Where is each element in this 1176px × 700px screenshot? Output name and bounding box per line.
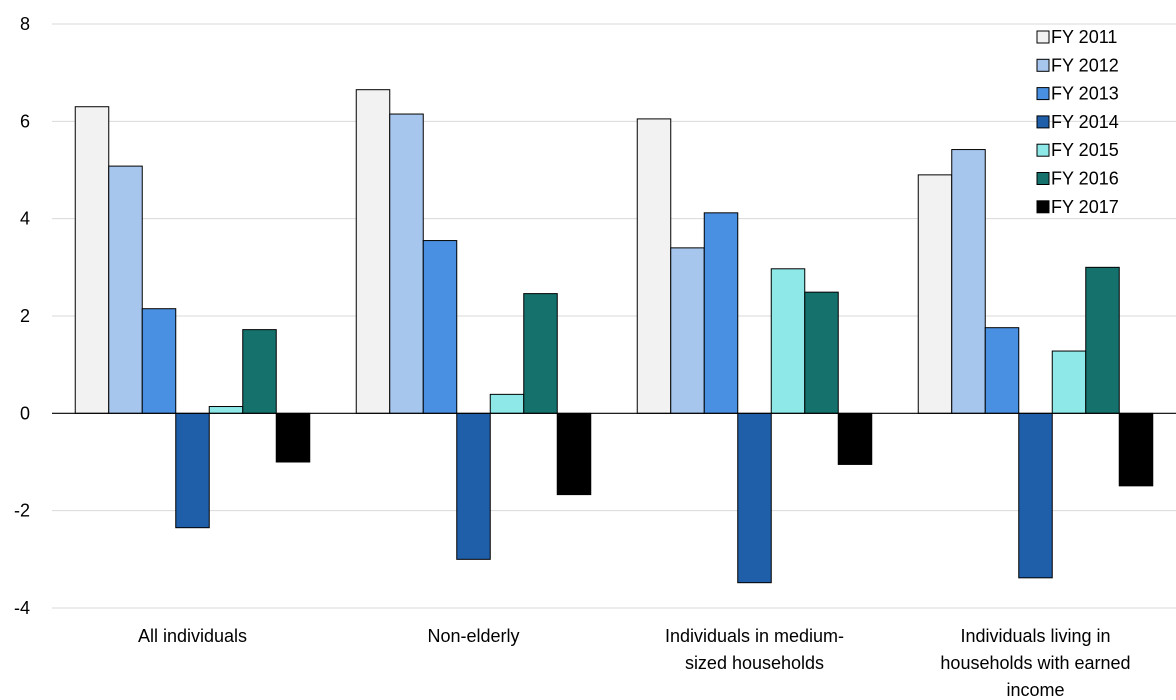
legend-label: FY 2012 — [1051, 55, 1119, 75]
y-tick-label: -4 — [14, 598, 30, 618]
x-category-label: sized households — [685, 653, 824, 673]
bar — [355, 89, 391, 414]
x-category-label: Individuals in medium- — [665, 626, 844, 646]
bar — [917, 174, 953, 414]
bar — [456, 412, 491, 560]
legend-label: FY 2016 — [1051, 169, 1119, 189]
bar — [141, 308, 177, 414]
legend-swatch — [1036, 30, 1050, 44]
legend-swatch — [1036, 87, 1050, 101]
y-tick-label: 0 — [20, 403, 30, 423]
bar — [703, 212, 739, 414]
bar — [1085, 266, 1120, 414]
bar — [175, 412, 210, 529]
legend: FY 2011 FY 2012 FY 2013 FY 2014 FY 2015 FY 20… — [1036, 27, 1119, 217]
y-tick-label: 6 — [20, 111, 30, 131]
y-tick-label: 4 — [20, 209, 30, 229]
legend-swatch — [1036, 58, 1050, 72]
bar — [951, 149, 986, 414]
bar — [1051, 350, 1087, 414]
legend-swatch — [1036, 115, 1050, 129]
bar — [984, 327, 1020, 414]
legend-swatch — [1036, 200, 1050, 214]
bar — [556, 412, 592, 496]
y-tick-label: 8 — [20, 14, 30, 34]
bar — [422, 240, 458, 414]
y-tick-label: 2 — [20, 306, 30, 326]
x-axis-category-labels: All individuals Non-elderly Individuals in… — [138, 626, 1131, 700]
legend-label: FY 2015 — [1051, 140, 1119, 160]
bar — [523, 293, 558, 414]
legend-label: FY 2014 — [1051, 112, 1119, 132]
x-category-label: Individuals living in — [960, 626, 1110, 646]
bar — [1118, 412, 1154, 487]
legend-label: FY 2013 — [1051, 84, 1119, 104]
bar — [670, 247, 705, 414]
bars — [74, 89, 1154, 584]
bar — [108, 165, 143, 414]
bar — [1018, 412, 1053, 579]
bar — [208, 406, 244, 414]
y-axis-tick-labels: 8 6 4 2 0 -2 -4 — [14, 14, 30, 618]
bar — [389, 113, 424, 414]
bar — [74, 106, 110, 414]
legend-label: FY 2017 — [1051, 197, 1119, 217]
x-category-label: income — [1006, 680, 1064, 700]
bar — [737, 412, 772, 584]
x-category-label: All individuals — [138, 626, 247, 646]
bar — [770, 268, 806, 414]
bar — [489, 393, 525, 414]
bar — [837, 412, 873, 465]
bar — [636, 118, 672, 414]
y-tick-label: -2 — [14, 501, 30, 521]
gridlines — [52, 23, 1176, 609]
bar — [275, 412, 311, 463]
legend-swatch — [1036, 172, 1050, 185]
x-category-label: households with earned — [940, 653, 1130, 673]
legend-label: FY 2011 — [1051, 27, 1117, 47]
legend-swatch — [1036, 143, 1050, 157]
bar — [242, 329, 277, 414]
x-category-label: Non-elderly — [427, 626, 519, 646]
bar — [804, 291, 839, 414]
